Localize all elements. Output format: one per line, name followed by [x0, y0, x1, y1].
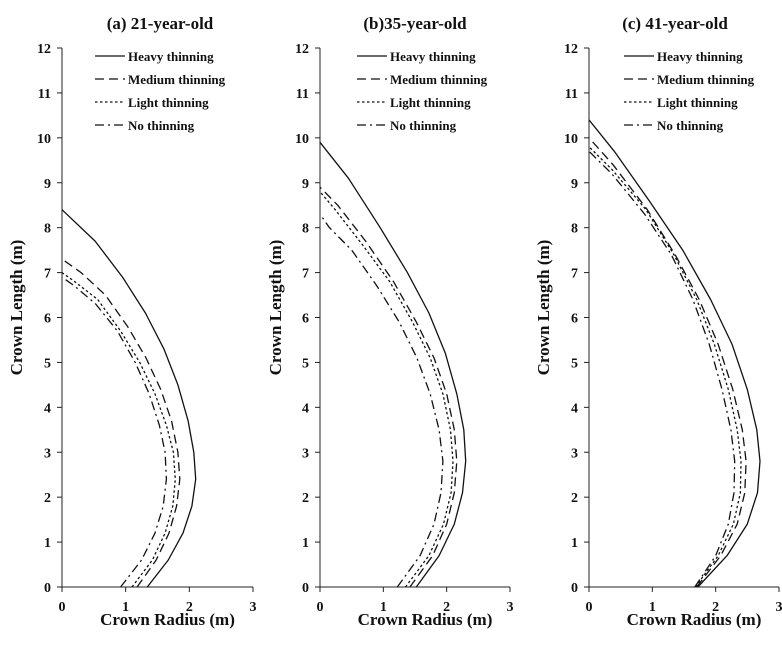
x-axis-label: Crown Radius (m)	[358, 610, 493, 629]
y-tick-label: 3	[302, 446, 309, 461]
y-tick-label: 6	[302, 312, 309, 327]
y-axis-label: Crown Length (m)	[7, 240, 26, 376]
legend-label: Medium thinning	[128, 72, 226, 87]
y-tick-label: 11	[296, 87, 309, 102]
series-line-3	[62, 273, 175, 587]
series-line-3	[589, 147, 741, 587]
y-tick-label: 12	[37, 42, 51, 57]
legend-label: Light thinning	[390, 95, 471, 110]
y-tick-label: 9	[44, 177, 51, 192]
y-tick-label: 5	[302, 356, 309, 371]
y-tick-label: 10	[564, 132, 578, 147]
legend-label: No thinning	[390, 118, 457, 133]
y-tick-label: 4	[571, 401, 578, 416]
x-tick-label: 3	[250, 600, 257, 615]
y-tick-label: 7	[571, 267, 578, 282]
series-line-2	[320, 187, 457, 587]
y-tick-label: 1	[44, 536, 51, 551]
y-tick-label: 4	[302, 401, 309, 416]
x-tick-label: 0	[586, 600, 593, 615]
y-tick-label: 12	[295, 42, 309, 57]
y-tick-label: 0	[44, 581, 51, 596]
y-tick-label: 12	[564, 42, 578, 57]
x-tick-label: 3	[507, 600, 514, 615]
y-tick-label: 7	[302, 267, 309, 282]
series-line-4	[320, 214, 443, 587]
y-tick-label: 2	[302, 491, 309, 506]
y-tick-label: 4	[44, 401, 51, 416]
legend-label: No thinning	[128, 118, 195, 133]
y-tick-label: 10	[295, 132, 309, 147]
legend: Heavy thinning Medium thinning Light thinn…	[357, 49, 488, 133]
series-line-3	[320, 192, 453, 587]
x-tick-label: 0	[317, 600, 324, 615]
y-tick-label: 5	[571, 356, 578, 371]
series-line-1	[62, 210, 196, 587]
x-axis-label: Crown Radius (m)	[627, 610, 762, 629]
series-line-1	[320, 142, 466, 587]
legend-label: Heavy thinning	[128, 49, 214, 64]
y-tick-label: 11	[38, 87, 51, 102]
series-line-2	[62, 259, 180, 587]
legend-label: Medium thinning	[657, 72, 755, 87]
series-line-4	[589, 151, 735, 587]
series-line-2	[589, 138, 746, 587]
y-tick-label: 10	[37, 132, 51, 147]
chart-title: (b)35-year-old	[363, 14, 467, 33]
y-tick-label: 9	[571, 177, 578, 192]
y-tick-label: 8	[571, 222, 578, 237]
y-tick-label: 7	[44, 267, 51, 282]
y-tick-label: 0	[571, 581, 578, 596]
legend-label: Medium thinning	[390, 72, 488, 87]
y-tick-label: 6	[571, 312, 578, 327]
y-tick-label: 2	[44, 491, 51, 506]
y-tick-label: 3	[44, 446, 51, 461]
y-axis-label: Crown Length (m)	[534, 240, 553, 376]
y-tick-label: 11	[565, 87, 578, 102]
x-tick-label: 0	[59, 600, 66, 615]
y-tick-label: 6	[44, 312, 51, 327]
y-tick-label: 8	[302, 222, 309, 237]
y-tick-label: 1	[571, 536, 578, 551]
y-tick-label: 3	[571, 446, 578, 461]
y-tick-label: 0	[302, 581, 309, 596]
x-axis-label: Crown Radius (m)	[100, 610, 235, 629]
legend-label: Light thinning	[128, 95, 209, 110]
y-axis-label: Crown Length (m)	[266, 240, 285, 376]
y-tick-label: 8	[44, 222, 51, 237]
legend: Heavy thinning Medium thinning Light thinn…	[624, 49, 755, 133]
y-tick-label: 2	[571, 491, 578, 506]
y-tick-label: 9	[302, 177, 309, 192]
legend: Heavy thinning Medium thinning Light thinn…	[95, 49, 226, 133]
chart-title: (a) 21-year-old	[107, 14, 214, 33]
legend-label: No thinning	[657, 118, 724, 133]
legend-label: Heavy thinning	[390, 49, 476, 64]
legend-label: Heavy thinning	[657, 49, 743, 64]
x-tick-label: 3	[776, 600, 782, 615]
y-tick-label: 5	[44, 356, 51, 371]
y-tick-label: 1	[302, 536, 309, 551]
legend-label: Light thinning	[657, 95, 738, 110]
chart-title: (c) 41-year-old	[622, 14, 728, 33]
